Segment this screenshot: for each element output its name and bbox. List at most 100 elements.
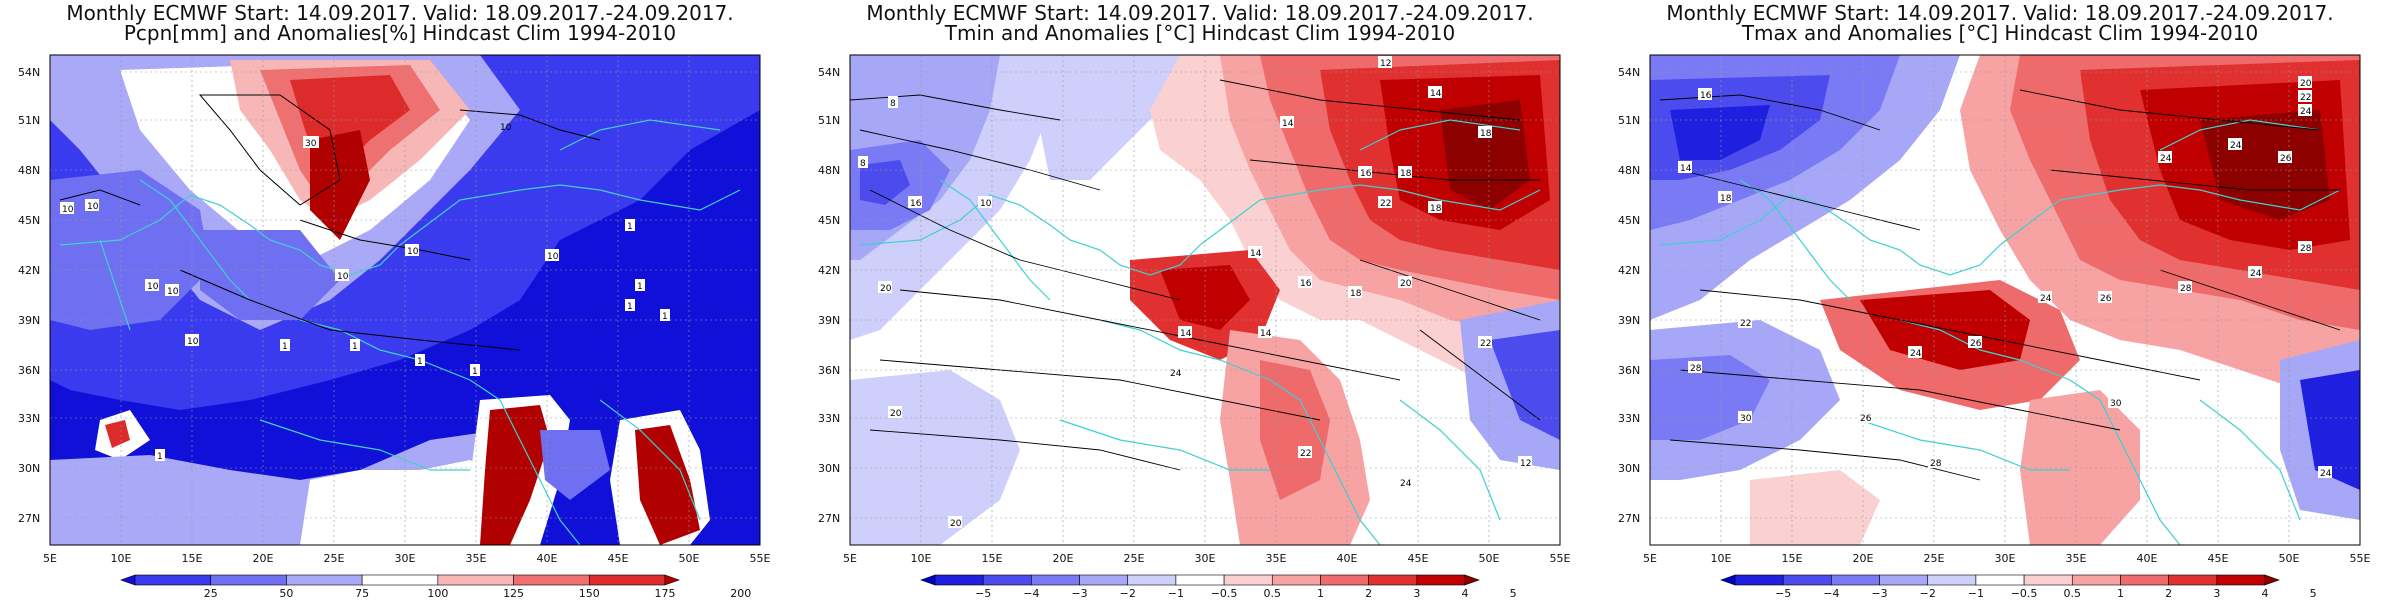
colorbar-swatch: [588, 574, 666, 586]
longitude-labels: 5E 10E 15E 20E 25E 30E 35E 40E 45E 50E 5…: [843, 552, 1570, 565]
colorbar-label: 4: [2262, 587, 2269, 600]
lat-label: 27N: [18, 512, 40, 525]
lon-label: 5E: [1643, 552, 1657, 565]
colorbar-label: 0.5: [1264, 587, 1282, 600]
gridlines: [1650, 55, 2360, 545]
lat-label: 42N: [818, 264, 840, 277]
colorbar: −5 −4 −3 −2 −1 −0.5 0.5 1 2 3 4 5: [1720, 574, 2317, 600]
latitude-labels: 54N 51N 48N 45N 42N 39N 36N 33N 30N 27N: [18, 66, 40, 525]
contour-label: 20: [1400, 279, 1412, 289]
contour-label: 24: [2040, 294, 2052, 304]
colorbar-swatch: [210, 574, 287, 586]
map-frame: [849, 54, 1561, 546]
contour-label: 8: [890, 99, 896, 109]
contour-label: 26: [2100, 294, 2112, 304]
lat-label: 36N: [1618, 364, 1640, 377]
lon-label: 50E: [1479, 552, 1500, 565]
colorbar-label: 25: [204, 587, 218, 600]
lat-label: 51N: [818, 114, 840, 127]
colorbar-label: −4: [1023, 587, 1039, 600]
lon-label: 10E: [1711, 552, 1732, 565]
lat-label: 33N: [818, 412, 840, 425]
contour-label: 24: [2250, 269, 2262, 279]
lon-label: 20E: [1053, 552, 1074, 565]
lon-label: 45E: [2208, 552, 2229, 565]
colorbar-label: 50: [279, 587, 293, 600]
colorbar-label: 150: [579, 587, 600, 600]
contour-label: 1: [157, 452, 163, 462]
contour-label: 20: [950, 519, 962, 529]
contour-label: 10: [62, 205, 74, 215]
colorbar-label: −5: [1775, 587, 1791, 600]
colorbar-label: −3: [1871, 587, 1887, 600]
lon-label: 25E: [1124, 552, 1145, 565]
colorbar-arrow-high: [2264, 574, 2280, 586]
colorbar-label: −1: [1168, 587, 1184, 600]
lon-label: 5E: [843, 552, 857, 565]
colorbar-label: 2: [2165, 587, 2172, 600]
panel-precipitation: Monthly ECMWF Start: 14.09.2017. Valid: …: [0, 0, 800, 600]
map-frame: [49, 54, 761, 546]
colorbar-swatch: [2120, 574, 2169, 586]
contour-label: 30: [1740, 414, 1752, 424]
colorbar-swatch: [2023, 574, 2073, 586]
contour-label: 1: [472, 367, 478, 377]
lon-label: 5E: [43, 552, 57, 565]
contour-label: 24: [2300, 107, 2312, 117]
lon-label: 20E: [1853, 552, 1874, 565]
contour-label: 30: [2110, 399, 2122, 409]
lat-label: 27N: [1618, 512, 1640, 525]
colorbar-label: 1: [1317, 587, 1324, 600]
contour-label: 1: [627, 302, 633, 312]
colorbar-swatch: [1879, 574, 1929, 586]
colorbar-label: 0.5: [2064, 587, 2082, 600]
panel-title-line2: Tmax and Anomalies [°C] Hindcast Clim 19…: [1741, 21, 2259, 45]
contour-label: 26: [2280, 154, 2292, 164]
coastlines: [59, 119, 741, 545]
lon-label: 25E: [324, 552, 345, 565]
lat-label: 30N: [818, 462, 840, 475]
colorbar-label: −2: [1120, 587, 1136, 600]
contour-label: 14: [1180, 329, 1192, 339]
lon-label: 45E: [608, 552, 629, 565]
lat-label: 30N: [1618, 462, 1640, 475]
colorbar-label: 5: [1510, 587, 1517, 600]
lat-label: 51N: [1618, 114, 1640, 127]
lat-label: 54N: [1618, 66, 1640, 79]
contour-label: 14: [1680, 164, 1692, 174]
contour-label: 22: [1740, 319, 1751, 329]
anomaly-field: [50, 55, 760, 545]
contour-label: 30: [305, 139, 317, 149]
contour-label: 14: [1260, 329, 1272, 339]
longitude-labels: 5E 10E 15E 20E 25E 30E 35E 40E 45E 50E 5…: [43, 552, 770, 565]
contour-label: 14: [1430, 89, 1442, 99]
lon-label: 35E: [466, 552, 487, 565]
lon-label: 30E: [1195, 552, 1216, 565]
colorbar-swatch: [1975, 574, 2025, 586]
contour-label: 8: [860, 159, 866, 169]
lon-label: 45E: [1408, 552, 1429, 565]
contour-label: 16: [1300, 279, 1312, 289]
colorbar-label: −5: [975, 587, 991, 600]
colorbar-label: 3: [2213, 587, 2220, 600]
lon-label: 10E: [111, 552, 132, 565]
contour-label: 18: [1430, 204, 1442, 214]
lon-label: 25E: [1924, 552, 1945, 565]
lon-label: 15E: [982, 552, 1003, 565]
panel-title-line1: Monthly ECMWF Start: 14.09.2017. Valid: …: [1666, 1, 2334, 25]
panel-title-line2: Tmin and Anomalies [°C] Hindcast Clim 19…: [944, 21, 1456, 45]
colorbar-swatch: [934, 574, 984, 586]
colorbar-label: 5: [2310, 587, 2317, 600]
latitude-labels: 54N 51N 48N 45N 42N 39N 36N 33N 30N 27N: [818, 66, 840, 525]
contour-label: 10: [547, 252, 559, 262]
lon-label: 50E: [2279, 552, 2300, 565]
contour-label: 22: [1380, 199, 1391, 209]
panel-tmax: Monthly ECMWF Start: 14.09.2017. Valid: …: [1600, 0, 2400, 600]
contour-label: 28: [1930, 459, 1942, 469]
panel-title-line1: Monthly ECMWF Start: 14.09.2017. Valid: …: [866, 1, 1534, 25]
lon-label: 30E: [395, 552, 416, 565]
contour-label: 10: [500, 123, 512, 133]
colorbar-swatch: [1734, 574, 1784, 586]
contour-label: 1: [637, 282, 643, 292]
colorbar-label: −2: [1920, 587, 1936, 600]
